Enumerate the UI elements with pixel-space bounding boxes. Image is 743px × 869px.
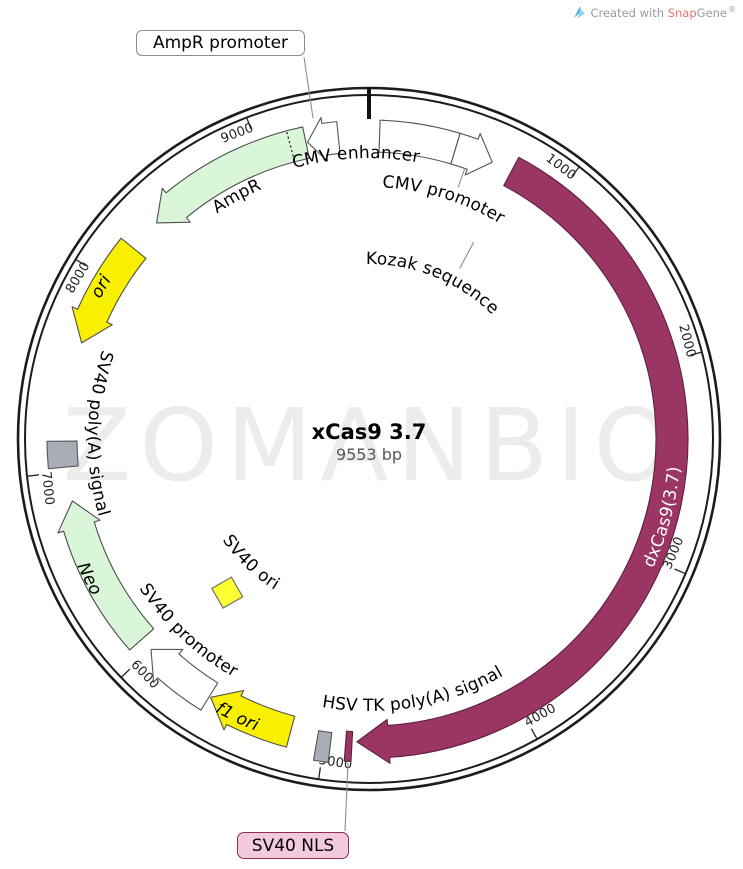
credit-registered-mark: ®	[728, 5, 736, 15]
tick-mark-3000	[674, 568, 686, 575]
callout-sv40-nls	[344, 762, 349, 832]
label-cmv-promoter: CMV promoter	[382, 172, 508, 228]
label-kozak: Kozak sequence	[366, 249, 503, 319]
plasmid-size: 9553 bp	[335, 445, 403, 464]
plasmid-title-block: xCas9 3.7 9553 bp	[169, 420, 569, 464]
plasmid-name: xCas9 3.7	[311, 420, 427, 444]
feature-f1-ori[interactable]	[210, 689, 296, 748]
ampr-promoter-label-text: AmpR promoter	[152, 33, 289, 53]
feature-sv40-nls[interactable]	[343, 730, 354, 763]
label-sv40-polya: SV40 poly(A) signal	[83, 348, 117, 518]
tick-mark-1000	[571, 166, 580, 177]
callout-cmv-promoter	[457, 168, 466, 188]
feature-ampr-promoter[interactable]	[307, 117, 341, 162]
snapgene-logo-icon	[574, 6, 586, 19]
tick-mark-2000	[690, 351, 703, 356]
sv40-nls-label-text: SV40 NLS	[251, 835, 335, 856]
feature-dxcas9[interactable]	[356, 156, 689, 764]
tick-mark-7000	[26, 474, 40, 477]
tick-label-7000: 7000	[38, 471, 57, 506]
ampr-promoter-label-box[interactable]: AmpR promoter	[136, 30, 305, 56]
callout-ampr-promoter	[303, 56, 314, 119]
callout-kozak	[459, 241, 475, 269]
tick-mark-5000	[317, 767, 322, 780]
feature-sv40-ori[interactable]	[208, 573, 247, 612]
feature-ampr[interactable]	[156, 126, 310, 224]
tick-mark-9000	[246, 117, 252, 129]
credit-brand-snap: Snap	[667, 5, 697, 20]
tick-mark-4000	[530, 728, 538, 740]
credit-text: Created with SnapGene®	[590, 5, 736, 20]
feature-hsv-tk-polya[interactable]	[312, 730, 333, 763]
feature-sv40-promoter[interactable]	[150, 648, 219, 711]
tick-mark-6000	[120, 668, 131, 678]
feature-neo[interactable]	[57, 500, 155, 651]
feature-sv40-polya[interactable]	[46, 440, 79, 470]
feature-ori[interactable]	[71, 237, 147, 344]
tick-mark-8000	[75, 258, 87, 267]
credit-brand-gene: Gene	[696, 5, 727, 20]
label-cmv-enhancer: CMV enhancer	[290, 143, 421, 173]
snapgene-credit: Created with SnapGene®	[571, 5, 736, 20]
feature-cmv-promoter[interactable]	[450, 132, 493, 176]
watermark: ZOMANBIO	[62, 387, 681, 504]
signal-boundary-dotted-line	[286, 131, 296, 161]
sv40-nls-label-box[interactable]: SV40 NLS	[237, 832, 349, 859]
